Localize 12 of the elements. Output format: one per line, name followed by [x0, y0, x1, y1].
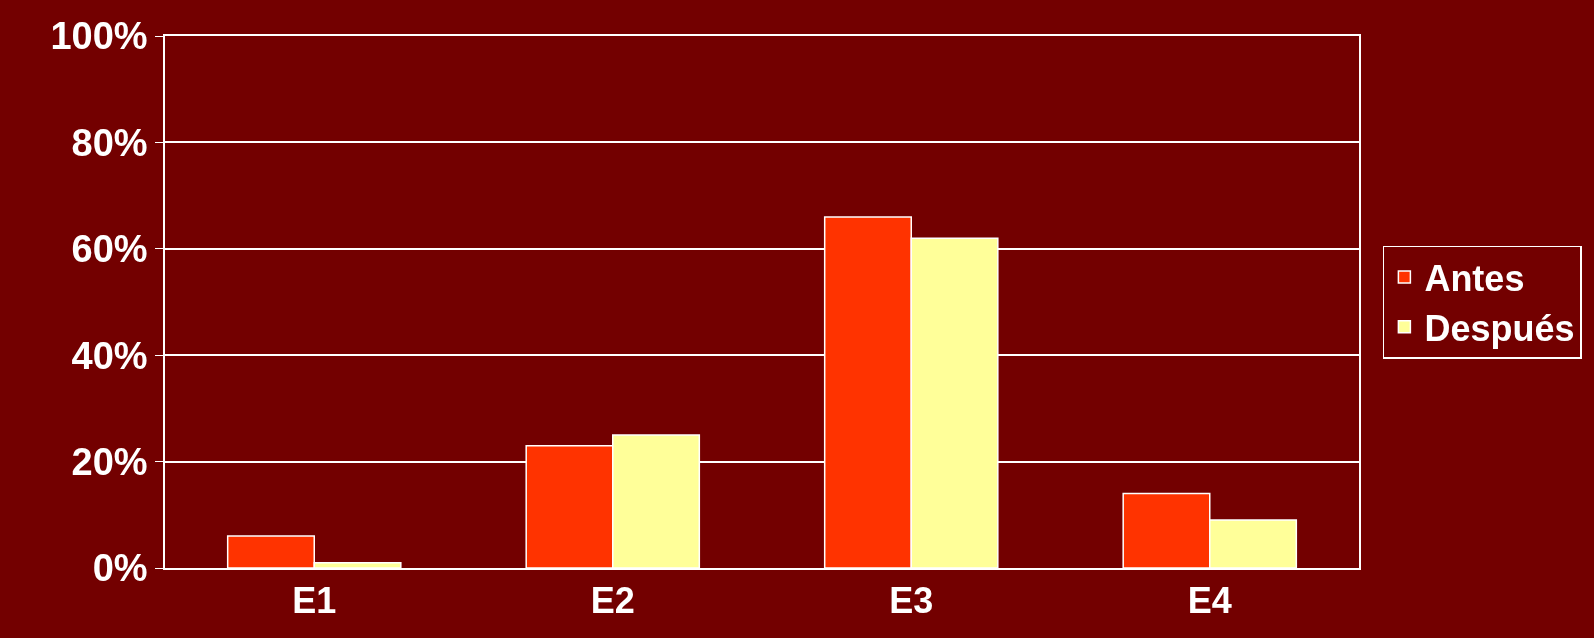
y-tick-label: 100%	[50, 15, 148, 58]
x-tick-label: E3	[889, 579, 934, 621]
x-tick-label: E1	[292, 579, 337, 621]
y-tick-label: 40%	[71, 334, 148, 377]
y-tick-label: 0%	[92, 547, 148, 590]
x-tick-label: E4	[1187, 579, 1232, 621]
legend-label: Antes	[1424, 257, 1525, 299]
y-tick-label: 20%	[71, 440, 148, 483]
y-tick-label: 60%	[71, 228, 148, 271]
legend-label: Después	[1424, 307, 1575, 349]
x-tick-label: E2	[590, 579, 635, 621]
y-tick-label: 80%	[71, 121, 148, 164]
